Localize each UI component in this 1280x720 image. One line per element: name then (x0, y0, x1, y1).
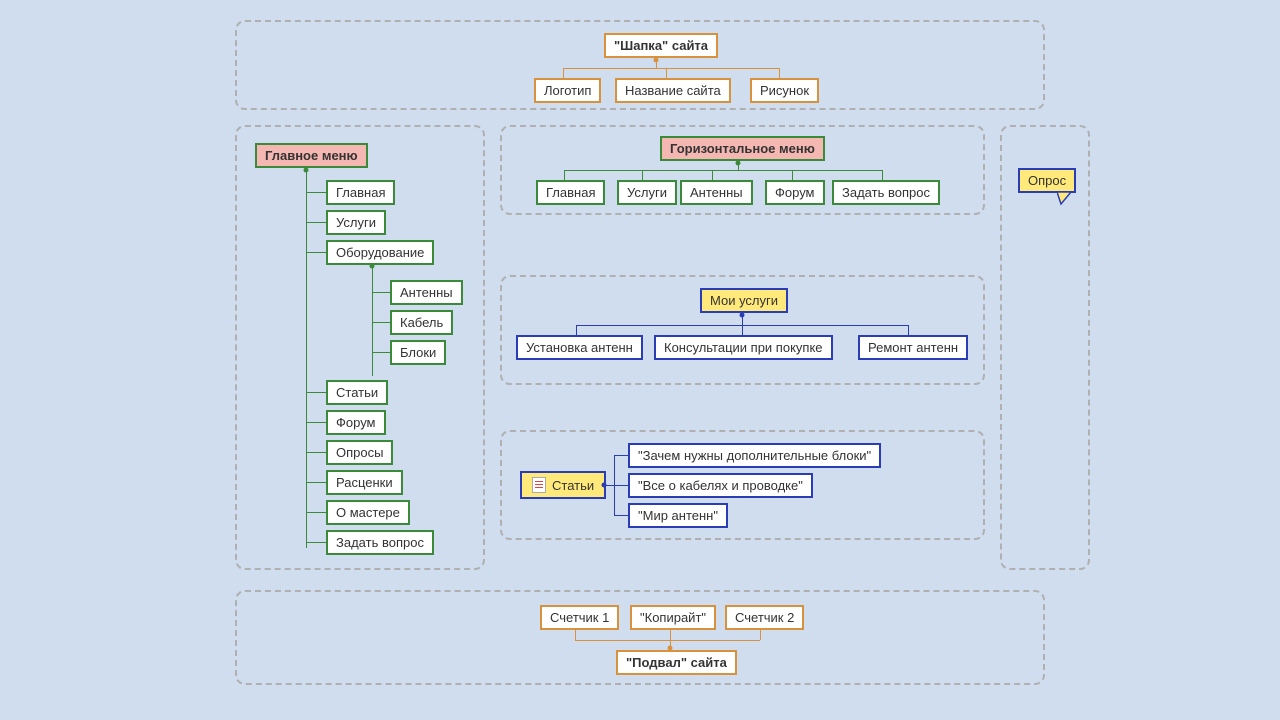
main-menu-item-3: Статьи (326, 380, 388, 405)
footer-child-1: "Копирайт" (630, 605, 716, 630)
articles-item-2: "Мир антенн" (628, 503, 728, 528)
main-menu-item-6: Расценки (326, 470, 403, 495)
main-menu-item-8: Задать вопрос (326, 530, 434, 555)
main-menu-item-0: Главная (326, 180, 395, 205)
services-item-1: Консультации при покупке (654, 335, 833, 360)
header-root: "Шапка" сайта (604, 33, 718, 58)
services-title: Мои услуги (700, 288, 788, 313)
header-child-1: Название сайта (615, 78, 731, 103)
header-child-2: Рисунок (750, 78, 819, 103)
main-menu-item-4: Форум (326, 410, 386, 435)
services-item-0: Установка антенн (516, 335, 643, 360)
hmenu-item-4: Задать вопрос (832, 180, 940, 205)
equipment-child-1: Кабель (390, 310, 453, 335)
main-menu-title: Главное меню (255, 143, 368, 168)
articles-title: Статьи (520, 471, 606, 499)
hmenu-item-3: Форум (765, 180, 825, 205)
main-menu-item-2: Оборудование (326, 240, 434, 265)
articles-item-0: "Зачем нужны дополнительные блоки" (628, 443, 881, 468)
main-menu-item-1: Услуги (326, 210, 386, 235)
horizontal-menu-title: Горизонтальное меню (660, 136, 825, 161)
main-menu-item-5: Опросы (326, 440, 393, 465)
hmenu-item-2: Антенны (680, 180, 753, 205)
footer-child-2: Счетчик 2 (725, 605, 804, 630)
articles-item-1: "Все о кабелях и проводке" (628, 473, 813, 498)
hmenu-item-0: Главная (536, 180, 605, 205)
articles-title-label: Статьи (552, 478, 594, 493)
footer-root: "Подвал" сайта (616, 650, 737, 675)
header-child-0: Логотип (534, 78, 601, 103)
poll-node: Опрос (1018, 168, 1076, 193)
footer-child-0: Счетчик 1 (540, 605, 619, 630)
equipment-child-2: Блоки (390, 340, 446, 365)
hmenu-item-1: Услуги (617, 180, 677, 205)
services-item-2: Ремонт антенн (858, 335, 968, 360)
main-menu-item-7: О мастере (326, 500, 410, 525)
equipment-child-0: Антенны (390, 280, 463, 305)
speech-tail-icon (1057, 192, 1075, 206)
note-icon (532, 477, 546, 493)
